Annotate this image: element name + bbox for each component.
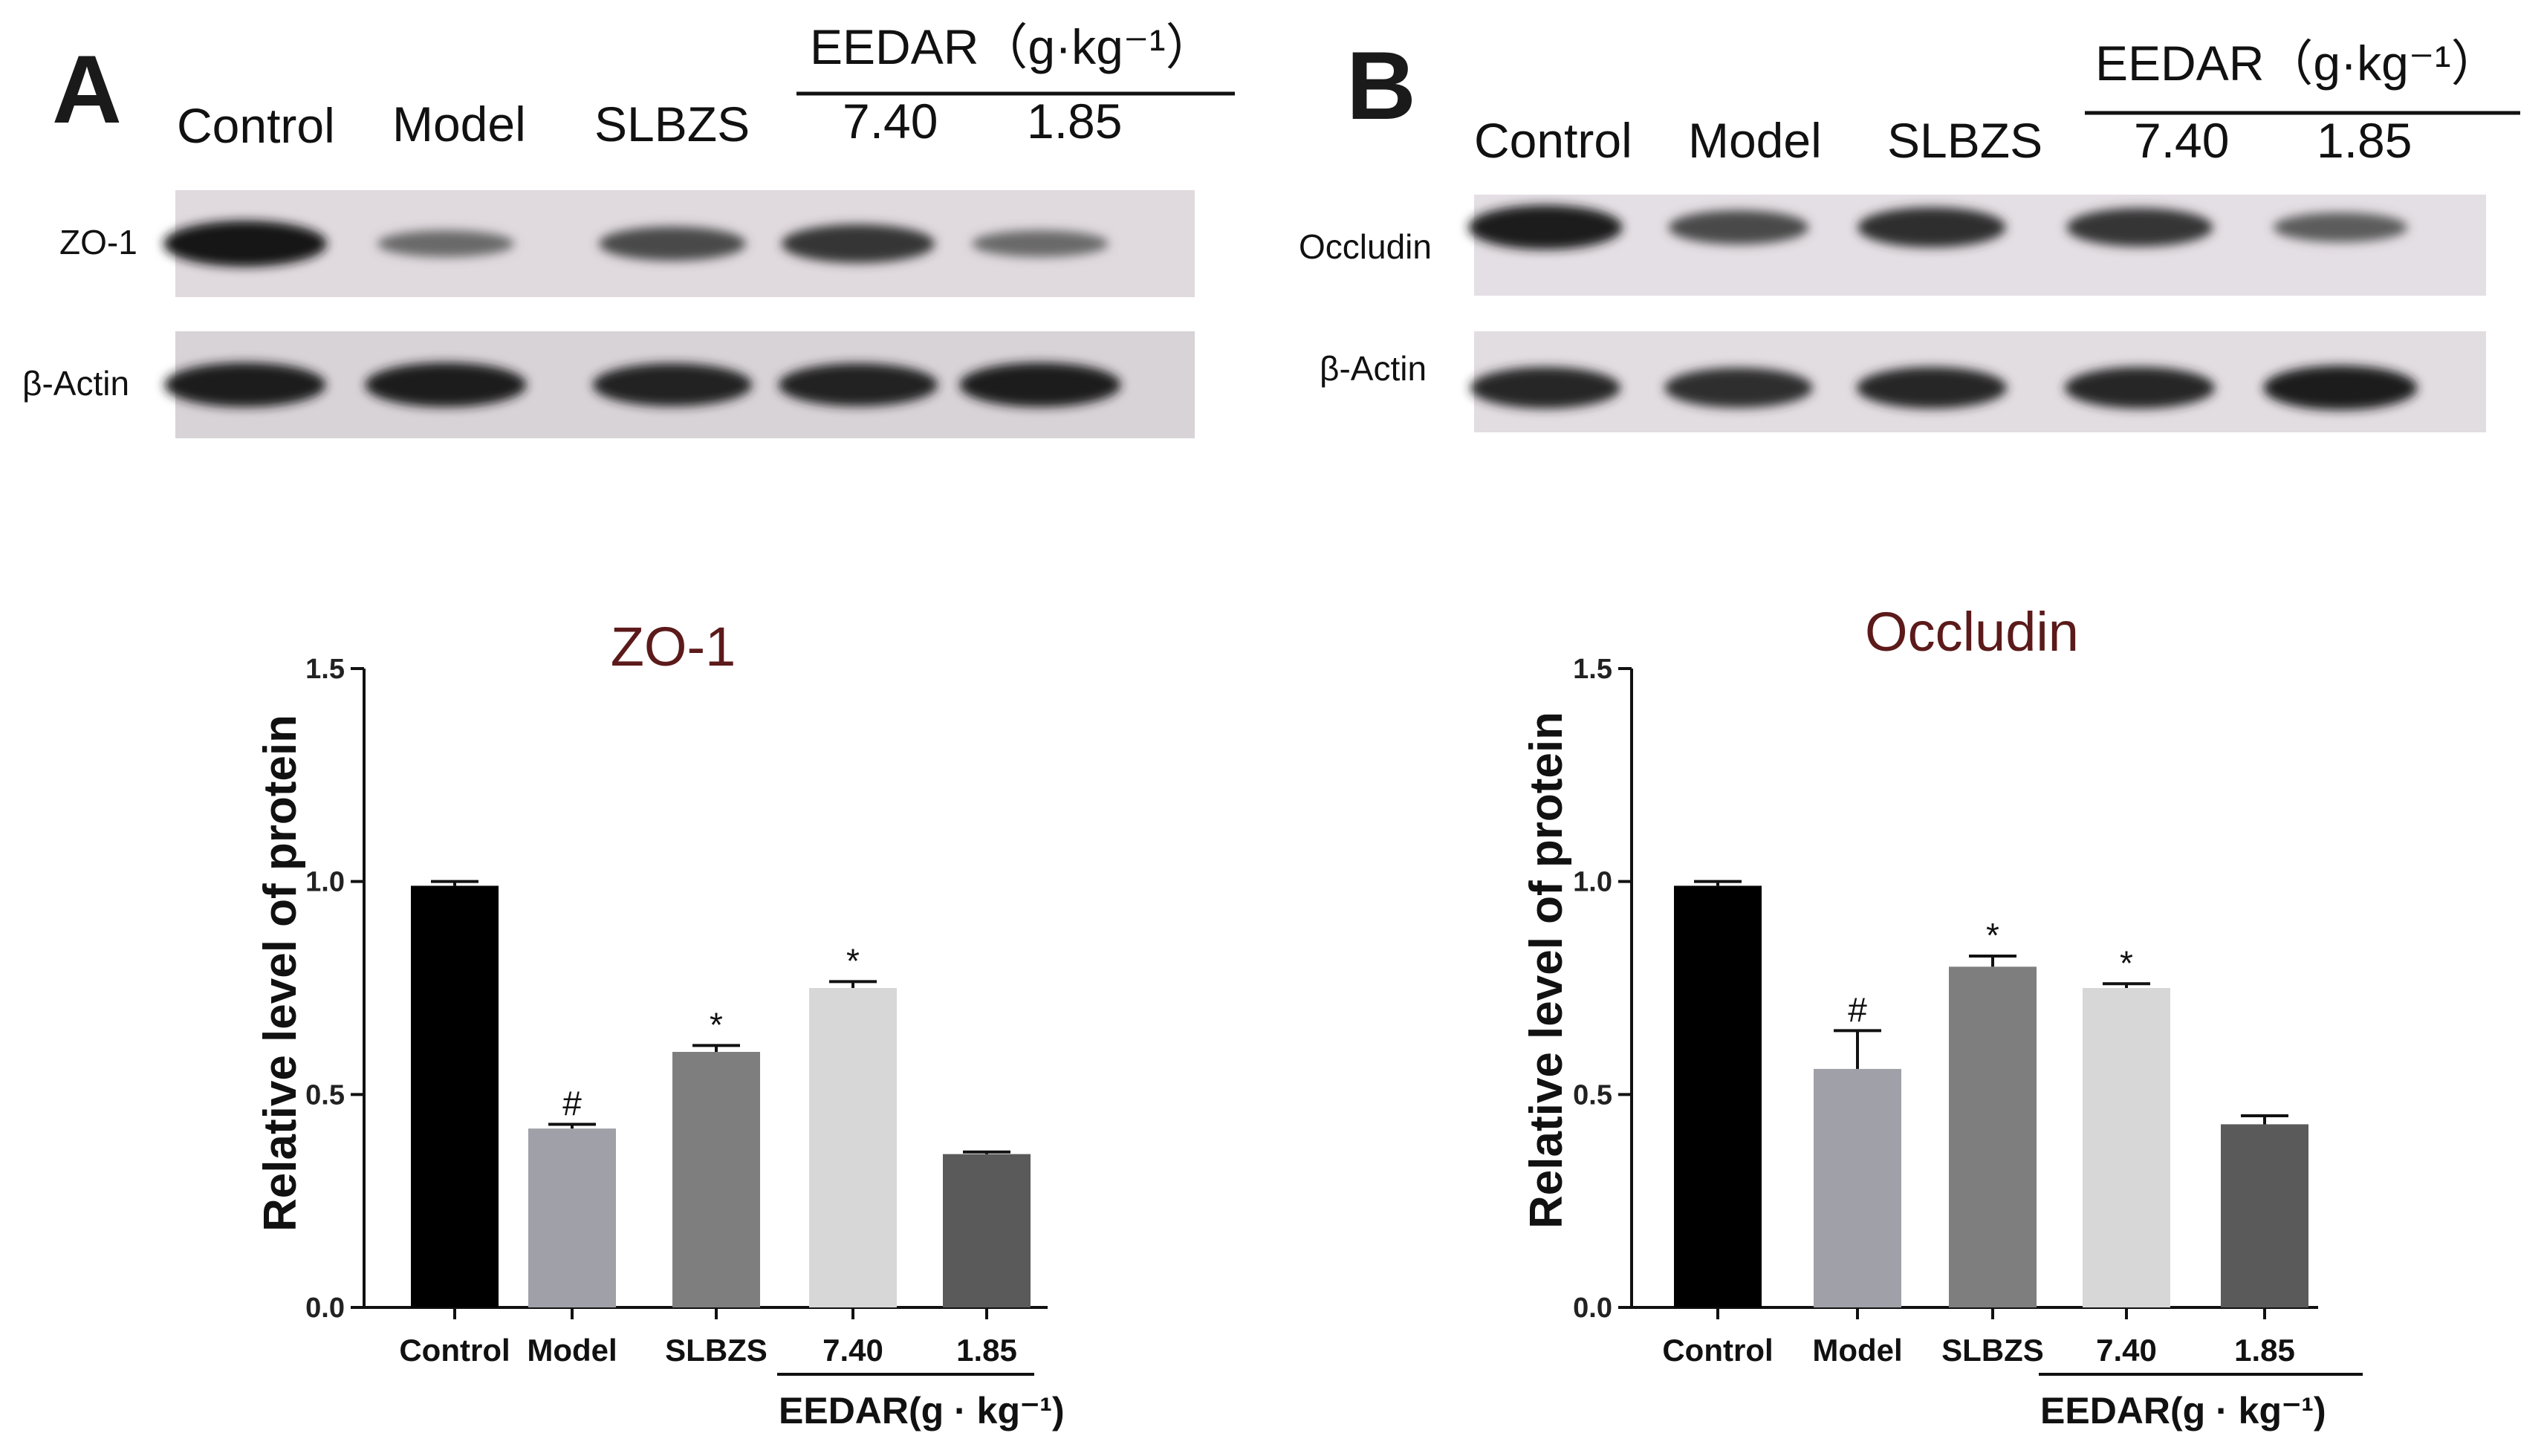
bar xyxy=(809,988,897,1307)
blot-panel-a: A Control Model SLBZS 7.40 1.85 EEDAR（g·… xyxy=(22,19,1235,438)
row-label-beta-actin: β-Actin xyxy=(22,364,129,403)
significance-marker: # xyxy=(1848,990,1867,1029)
y-tick-label: 1.5 xyxy=(305,654,345,685)
blot-band xyxy=(1470,367,1621,409)
bar-chart-zo1: ZO-1 Relative level of protein 0.0 0.5 1.0… xyxy=(255,616,1065,1431)
eedar-group-label: EEDAR（g·kg⁻¹） xyxy=(810,19,1215,74)
blot-band xyxy=(2263,365,2418,410)
blot-band xyxy=(2064,367,2216,409)
y-tick-label: 0.5 xyxy=(305,1079,345,1111)
x-tick-label: 7.40 xyxy=(2096,1333,2157,1368)
significance-marker: * xyxy=(2120,943,2133,982)
x-tick-label: 1.85 xyxy=(956,1333,1017,1368)
blot-bands-a xyxy=(163,221,1121,407)
row-label-zo1: ZO-1 xyxy=(59,223,137,261)
significance-marker: # xyxy=(562,1084,582,1122)
bar xyxy=(411,885,499,1307)
blot-band xyxy=(2066,208,2213,247)
blot-band xyxy=(1668,210,1809,244)
chart-marks-zo1: 0.0 0.5 1.0 1.5 Control Model # SLBZS * 7.40 * 1.85 xyxy=(305,654,1031,1368)
y-tick-label: 0.5 xyxy=(1573,1079,1612,1111)
blot-band xyxy=(599,227,746,261)
bar xyxy=(2083,988,2170,1307)
x-tick-label: Model xyxy=(1812,1333,1902,1368)
blot-band xyxy=(365,363,527,407)
lane-label-control: Control xyxy=(177,98,335,153)
y-tick-label: 1.0 xyxy=(1573,867,1612,898)
x-tick-label: Control xyxy=(1662,1333,1773,1368)
blot-panel-b: B Control Model SLBZS 7.40 1.85 EEDAR（g·… xyxy=(1299,31,2520,432)
y-axis-label-occludin: Relative level of protein xyxy=(1521,712,1572,1229)
lane-label-1-85: 1.85 xyxy=(1027,94,1122,149)
x-tick-label: Control xyxy=(399,1333,510,1368)
blot-band xyxy=(1468,205,1623,250)
y-tick-label: 0.0 xyxy=(1573,1293,1612,1324)
blot-bands-b xyxy=(1468,205,2418,410)
blot-band xyxy=(1856,367,2008,409)
y-axis-label-zo1: Relative level of protein xyxy=(255,715,306,1232)
blot-band xyxy=(959,363,1121,407)
x-tick-label: 1.85 xyxy=(2234,1333,2295,1368)
blot-band xyxy=(163,221,327,267)
x-tick-label: SLBZS xyxy=(1941,1333,2044,1368)
blot-band xyxy=(778,363,938,406)
panel-letter-a: A xyxy=(52,35,122,143)
row-label-beta-actin-b: β-Actin xyxy=(1320,349,1427,388)
panel-letter-b: B xyxy=(1346,31,1416,140)
chart-marks-occludin: 0.0 0.5 1.0 1.5 Control Model # SLBZS * 7.40 * 1.85 xyxy=(1573,654,2308,1368)
bar xyxy=(1814,1068,1901,1307)
lane-label-slbzs-b: SLBZS xyxy=(1887,113,2042,168)
bar xyxy=(2221,1124,2308,1307)
blot-band xyxy=(1664,368,1813,408)
lane-label-control-b: Control xyxy=(1474,113,1632,168)
bar xyxy=(528,1128,616,1307)
blot-band xyxy=(2273,212,2408,242)
chart-title-occludin: Occludin xyxy=(1865,601,2079,663)
significance-marker: * xyxy=(710,1005,723,1044)
blot-band xyxy=(971,230,1109,257)
lane-label-model-b: Model xyxy=(1688,113,1822,168)
lane-label-1-85-b: 1.85 xyxy=(2317,113,2412,168)
blot-band xyxy=(781,224,935,263)
x-tick-label: Model xyxy=(527,1333,617,1368)
blot-strip-occludin xyxy=(1474,195,2486,296)
lane-label-7-40: 7.40 xyxy=(843,94,938,149)
blot-band xyxy=(1857,207,2006,247)
bar xyxy=(1949,966,2037,1307)
bar xyxy=(672,1052,760,1307)
y-tick-label: 1.0 xyxy=(305,867,345,898)
bar xyxy=(943,1154,1031,1307)
lane-label-model: Model xyxy=(392,97,526,152)
x-tick-label: 7.40 xyxy=(822,1333,883,1368)
blot-band xyxy=(377,230,515,257)
y-tick-label: 0.0 xyxy=(305,1293,345,1324)
group-label-zo1: EEDAR(g · kg⁻¹) xyxy=(779,1390,1065,1431)
blot-band xyxy=(592,363,753,406)
y-tick-label: 1.5 xyxy=(1573,654,1612,685)
row-label-occludin: Occludin xyxy=(1299,227,1432,266)
x-tick-label: SLBZS xyxy=(665,1333,768,1368)
lane-label-7-40-b: 7.40 xyxy=(2134,113,2229,168)
significance-marker: * xyxy=(1986,916,1999,955)
bar xyxy=(1674,885,1762,1307)
eedar-group-label-b: EEDAR（g·kg⁻¹） xyxy=(2095,36,2500,91)
chart-title-zo1: ZO-1 xyxy=(611,616,736,677)
blot-band xyxy=(164,363,326,407)
group-label-occludin: EEDAR(g · kg⁻¹) xyxy=(2040,1390,2326,1431)
bar-chart-occludin: Occludin Relative level of protein 0.00.… xyxy=(1521,601,2363,1431)
significance-marker: * xyxy=(846,941,860,980)
lane-label-slbzs: SLBZS xyxy=(594,97,750,152)
